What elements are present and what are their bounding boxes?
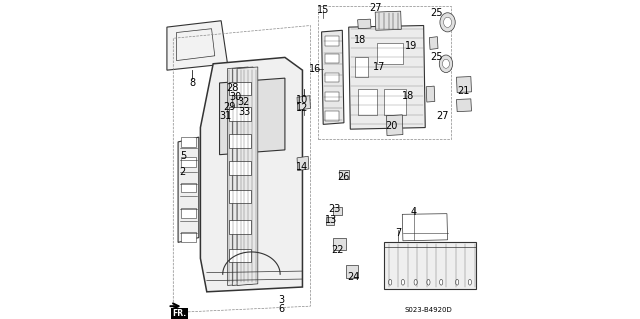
Text: 5: 5 (180, 151, 186, 161)
Bar (378, 43, 403, 64)
Bar (346, 265, 358, 278)
Text: 27: 27 (436, 111, 449, 122)
Bar (229, 82, 251, 95)
Bar (229, 190, 251, 204)
Polygon shape (167, 21, 227, 70)
Text: 15: 15 (317, 4, 330, 15)
Ellipse shape (440, 279, 443, 285)
Text: 31: 31 (220, 111, 232, 122)
Text: 12: 12 (296, 103, 308, 114)
Text: 6: 6 (278, 304, 285, 314)
Bar (319, 6, 451, 139)
Ellipse shape (401, 279, 404, 285)
Ellipse shape (456, 279, 459, 285)
Polygon shape (426, 86, 435, 102)
Ellipse shape (442, 59, 449, 68)
Text: 22: 22 (332, 245, 344, 255)
Polygon shape (178, 137, 199, 242)
Polygon shape (456, 99, 472, 112)
Text: 3: 3 (278, 295, 285, 305)
Text: 2: 2 (180, 167, 186, 177)
Text: 16: 16 (309, 63, 321, 74)
Polygon shape (429, 37, 438, 49)
Bar (181, 232, 196, 242)
Bar (326, 217, 334, 225)
Bar (325, 54, 339, 63)
Text: 25: 25 (430, 52, 443, 63)
Polygon shape (200, 57, 303, 292)
Text: FR.: FR. (173, 309, 187, 318)
Ellipse shape (439, 55, 452, 72)
Text: 32: 32 (237, 97, 250, 107)
Polygon shape (456, 77, 472, 93)
Text: 25: 25 (430, 8, 443, 18)
Bar (181, 157, 196, 167)
Polygon shape (227, 67, 248, 286)
Polygon shape (387, 115, 403, 136)
Bar (229, 220, 251, 234)
Text: 26: 26 (338, 172, 350, 182)
Text: 20: 20 (385, 121, 398, 131)
Text: 7: 7 (395, 228, 401, 238)
Text: 28: 28 (226, 83, 239, 93)
Text: 4: 4 (411, 207, 417, 217)
Ellipse shape (468, 279, 472, 285)
Polygon shape (232, 67, 253, 286)
Bar (325, 92, 339, 101)
Bar (325, 36, 339, 46)
Ellipse shape (427, 279, 430, 285)
Bar (229, 161, 251, 175)
Bar (355, 57, 368, 77)
Bar (181, 183, 196, 192)
Polygon shape (358, 19, 371, 29)
Text: 18: 18 (401, 91, 414, 101)
Bar (325, 73, 339, 82)
Polygon shape (297, 156, 309, 171)
Text: 8: 8 (189, 78, 195, 88)
Bar (339, 170, 349, 179)
Bar (358, 89, 378, 115)
Text: 18: 18 (354, 35, 366, 45)
Text: 13: 13 (325, 215, 337, 225)
Ellipse shape (388, 279, 392, 285)
Ellipse shape (414, 279, 417, 285)
Bar (229, 134, 251, 148)
Bar (181, 137, 196, 147)
Ellipse shape (444, 17, 452, 27)
Text: 30: 30 (229, 92, 242, 102)
Bar (333, 238, 346, 250)
Text: 17: 17 (373, 62, 385, 72)
Polygon shape (403, 214, 447, 241)
Polygon shape (384, 242, 476, 289)
Text: 10: 10 (296, 95, 308, 106)
Text: S023-B4920D: S023-B4920D (404, 307, 452, 313)
Text: 19: 19 (404, 41, 417, 51)
Polygon shape (375, 11, 401, 30)
Text: 21: 21 (458, 86, 470, 96)
Bar (229, 107, 251, 121)
Polygon shape (220, 78, 285, 155)
Bar (325, 111, 339, 121)
Text: 29: 29 (223, 102, 236, 112)
Text: 33: 33 (238, 107, 250, 117)
Ellipse shape (440, 13, 455, 32)
Polygon shape (297, 96, 310, 110)
Bar (229, 249, 251, 263)
Text: 24: 24 (348, 272, 360, 282)
Text: 27: 27 (369, 3, 382, 13)
Bar (181, 208, 196, 218)
Bar (333, 207, 342, 215)
Polygon shape (321, 30, 344, 124)
Text: 14: 14 (296, 162, 308, 173)
Bar (384, 89, 406, 115)
Text: 23: 23 (328, 204, 340, 214)
Polygon shape (237, 67, 258, 286)
Polygon shape (349, 26, 425, 129)
